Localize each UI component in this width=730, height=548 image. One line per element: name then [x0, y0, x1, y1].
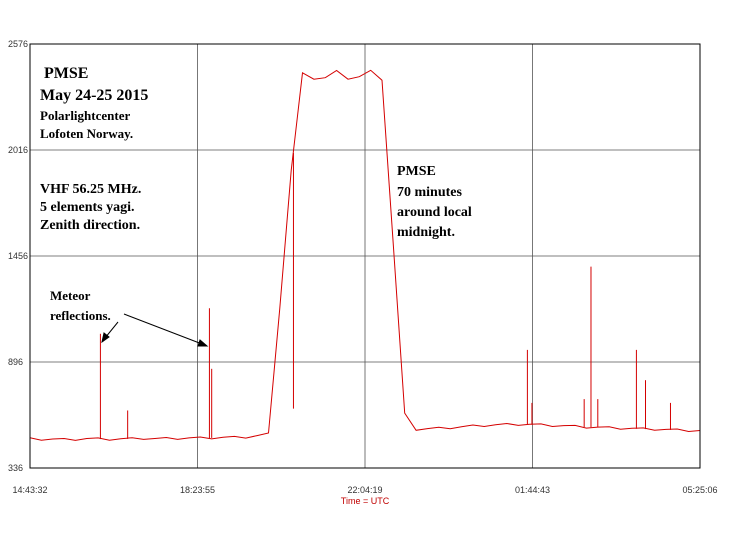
y-axis-ticks: 336 896 1456 2016 2576 — [8, 39, 28, 473]
meteor-reflections: reflections. — [50, 308, 111, 323]
x-tick-label-4: 05:25:06 — [682, 485, 717, 495]
title-pmse: PMSE — [44, 65, 88, 82]
pmse-signal-line — [29, 69, 701, 441]
x-tick-label-1: 18:23:55 — [180, 485, 215, 495]
y-tick-label-0: 336 — [8, 463, 23, 473]
plot-frame — [29, 43, 701, 469]
equipment-direction: Zenith direction. — [40, 218, 140, 233]
x-tick-label-2: 22:04:19 — [347, 485, 382, 495]
x-axis-label: Time = UTC — [341, 496, 390, 506]
y-tick-label-3: 2016 — [8, 145, 28, 155]
meteor-label: Meteor — [50, 288, 91, 303]
equipment-antenna: 5 elements yagi. — [40, 200, 134, 215]
x-axis-ticks: 14:43:32 18:23:55 22:04:19 01:44:43 05:25:06 — [12, 485, 717, 495]
pmse-label: PMSE — [397, 164, 436, 179]
x-tick-label-3: 01:44:43 — [515, 485, 550, 495]
meteor-arrows — [101, 313, 209, 347]
pmse-midnight: midnight. — [397, 225, 455, 240]
y-tick-label-1: 896 — [8, 357, 23, 367]
arrow-right-line — [123, 313, 203, 345]
y-tick-label-2: 1456 — [8, 251, 28, 261]
meteor-spikes — [99, 153, 671, 440]
arrow-right-head — [197, 339, 209, 347]
equipment-frequency: VHF 56.25 MHz. — [40, 182, 141, 197]
y-tick-label-4: 2576 — [8, 39, 28, 49]
pmse-around: around local — [397, 205, 472, 220]
title-country: Lofoten Norway. — [40, 126, 133, 141]
title-date: May 24-25 2015 — [40, 87, 148, 104]
arrow-left-head — [101, 332, 110, 344]
x-tick-label-0: 14:43:32 — [12, 485, 47, 495]
pmse-duration: 70 minutes — [397, 185, 463, 200]
title-location: Polarlightcenter — [40, 108, 130, 123]
